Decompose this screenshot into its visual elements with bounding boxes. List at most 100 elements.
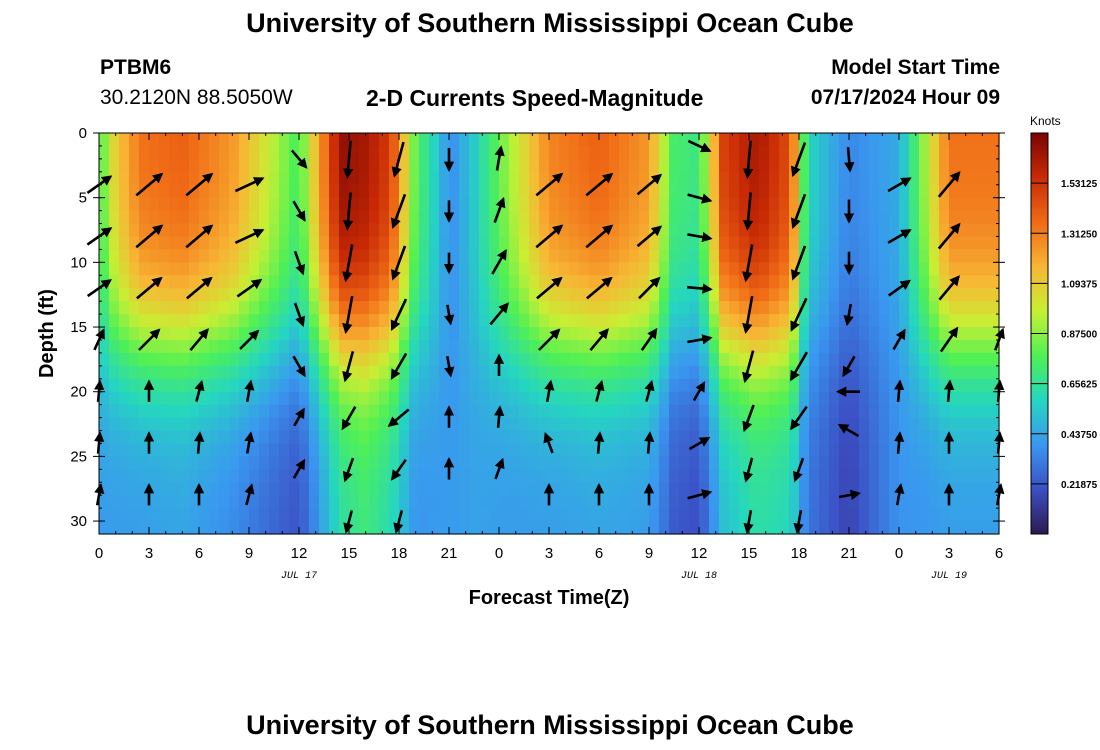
heatmap-cell [829, 495, 840, 509]
heatmap-cell [599, 197, 610, 212]
heatmap-cell [289, 456, 300, 470]
heatmap-cell [819, 404, 830, 419]
heatmap-cell [189, 275, 200, 289]
heatmap-cell [219, 521, 230, 535]
heatmap-cell [889, 145, 900, 160]
heatmap-cell [669, 184, 680, 199]
heatmap-cell [119, 521, 130, 535]
current-vector [938, 275, 960, 301]
heatmap-cell [909, 482, 920, 496]
heatmap-cell [239, 495, 250, 509]
heatmap-cell [599, 249, 610, 263]
heatmap-cell [819, 262, 830, 276]
heatmap-cell [439, 391, 450, 406]
heatmap-cell [99, 197, 110, 212]
heatmap-cell [619, 158, 630, 173]
heatmap-cell [109, 210, 120, 225]
heatmap-cell [399, 469, 410, 483]
heatmap-cell [549, 443, 560, 457]
heatmap-cell [409, 236, 420, 251]
heatmap-cell [169, 417, 180, 432]
heatmap-cell [639, 288, 650, 302]
heatmap-cell [459, 404, 470, 419]
heatmap-cell [779, 171, 790, 186]
heatmap-cell [209, 404, 220, 419]
heatmap-cell [659, 223, 670, 238]
current-vector [790, 245, 807, 281]
heatmap-cell [689, 521, 700, 535]
heatmap-cell [779, 262, 790, 276]
current-vector [444, 304, 455, 326]
heatmap-cell [629, 223, 640, 238]
heatmap-cell [799, 417, 810, 432]
heatmap-cell [219, 327, 230, 341]
heatmap-cell [589, 404, 600, 419]
heatmap-cell [939, 508, 950, 522]
heatmap-cell [589, 365, 600, 380]
heatmap-cell [519, 171, 530, 186]
heatmap-cell [479, 482, 490, 496]
heatmap-cell [469, 145, 480, 160]
heatmap-cell [259, 210, 270, 225]
heatmap-cell [409, 495, 420, 509]
heatmap-cell [109, 469, 120, 483]
heatmap-cell [349, 171, 360, 186]
heatmap-cell [129, 171, 140, 186]
heatmap-cell [129, 443, 140, 457]
heatmap-cell [469, 378, 480, 393]
heatmap-cell [729, 158, 740, 173]
heatmap-cell [569, 197, 580, 212]
heatmap-cell [529, 314, 540, 328]
heatmap-cell [639, 210, 650, 225]
heatmap-cell [359, 145, 370, 160]
heatmap-cell [339, 456, 350, 470]
heatmap-cell [949, 430, 960, 445]
heatmap-cell [209, 275, 220, 289]
heatmap-cell [809, 158, 820, 173]
heatmap-cell [159, 482, 170, 496]
heatmap-cell [389, 210, 400, 225]
heatmap-cell [279, 391, 290, 406]
heatmap-cell [749, 378, 760, 393]
heatmap-cell [859, 391, 870, 406]
heatmap-cell [269, 391, 280, 406]
heatmap-cell [599, 365, 610, 380]
heatmap-cell [969, 339, 980, 354]
heatmap-cell [439, 236, 450, 251]
heatmap-cell [709, 133, 720, 147]
heatmap-cell [569, 352, 580, 367]
heatmap-cell [529, 236, 540, 251]
heatmap-cell [979, 365, 990, 380]
heatmap-cell [149, 197, 160, 212]
heatmap-cell [609, 223, 620, 238]
heatmap-cell [259, 275, 270, 289]
heatmap-cell [929, 262, 940, 276]
heatmap-cell [459, 443, 470, 457]
heatmap-cell [359, 197, 370, 212]
heatmap-cell [279, 133, 290, 147]
heatmap-cell [779, 404, 790, 419]
heatmap-cell [379, 301, 390, 315]
heatmap-cell [699, 469, 710, 483]
heatmap-cell [229, 249, 240, 263]
heatmap-cell [329, 249, 340, 263]
heatmap-cell [809, 482, 820, 496]
heatmap-cell [289, 288, 300, 302]
heatmap-cell [629, 301, 640, 315]
heatmap-cell [699, 210, 710, 225]
heatmap-cell [179, 391, 190, 406]
current-vector [236, 278, 263, 298]
heatmap-cell [439, 133, 450, 147]
heatmap-cell [139, 197, 150, 212]
current-vector [887, 177, 912, 193]
heatmap-cell [379, 508, 390, 522]
heatmap-cell [619, 365, 630, 380]
heatmap-cell [879, 288, 890, 302]
heatmap-cell [659, 171, 670, 186]
heatmap-cell [329, 314, 340, 328]
heatmap-cell [559, 158, 570, 173]
heatmap-cell [689, 184, 700, 199]
current-vector [742, 140, 754, 180]
heatmap-cell [869, 378, 880, 393]
heatmap-cell [129, 249, 140, 263]
